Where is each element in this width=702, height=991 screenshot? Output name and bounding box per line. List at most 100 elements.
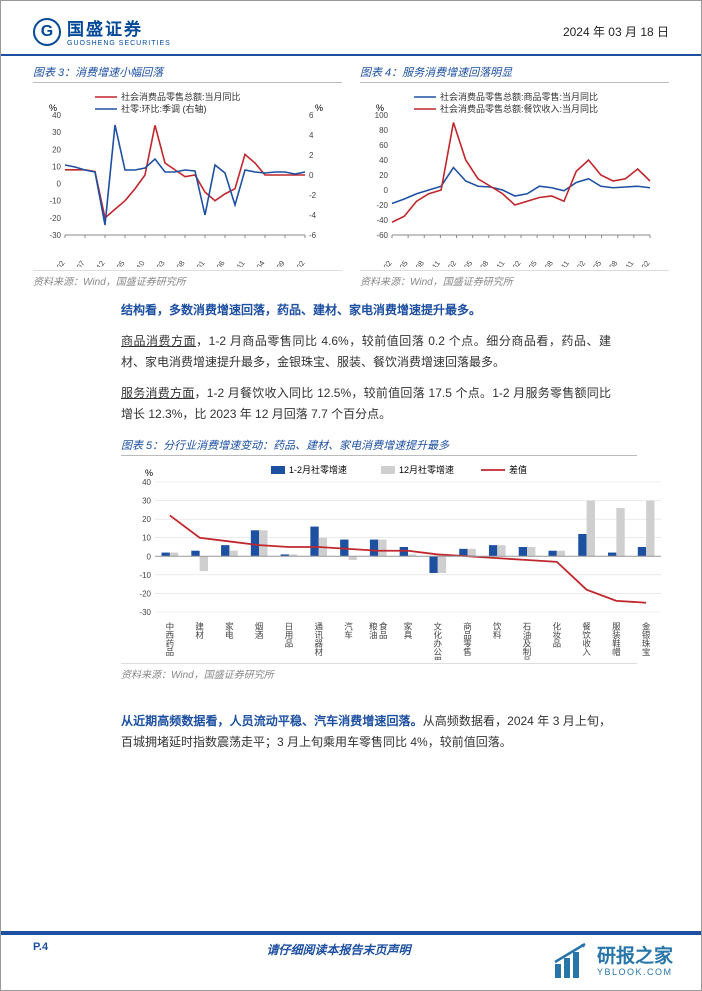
- chart-4-source: 资料来源：Wind，国盛证券研究所: [360, 270, 669, 290]
- chart-3-title: 图表 3：消费增速小幅回落: [33, 60, 342, 83]
- svg-text:社零:环比:季调 (右轴): 社零:环比:季调 (右轴): [121, 103, 207, 114]
- svg-text:100: 100: [375, 111, 389, 120]
- svg-text:80: 80: [379, 126, 388, 135]
- svg-text:中西药品: 中西药品: [165, 621, 175, 657]
- company-name-cn: 国盛证券: [67, 20, 143, 39]
- svg-text:22-06: 22-06: [208, 259, 226, 267]
- svg-text:-40: -40: [376, 216, 388, 225]
- svg-text:社会消费品零售总额:当月同比: 社会消费品零售总额:当月同比: [121, 91, 241, 102]
- svg-text:22-11: 22-11: [553, 259, 571, 267]
- svg-text:21-02: 21-02: [440, 259, 458, 267]
- svg-text:10: 10: [52, 162, 61, 171]
- svg-text:12月社零增速: 12月社零增速: [399, 464, 454, 475]
- svg-text:20-05: 20-05: [108, 259, 126, 267]
- svg-text:汽车: 汽车: [343, 621, 353, 640]
- svg-text:24-02: 24-02: [288, 259, 306, 267]
- p3-lead: 服务消费方面: [121, 386, 195, 400]
- watermark-cn: 研报之家: [597, 947, 673, 967]
- svg-text:差值: 差值: [509, 464, 527, 475]
- svg-text:30: 30: [52, 128, 61, 137]
- svg-text:20: 20: [142, 515, 151, 524]
- svg-text:40: 40: [379, 156, 388, 165]
- watermark: 研报之家 YBLOOK.COM: [551, 942, 673, 982]
- svg-text:23-08: 23-08: [601, 259, 619, 267]
- svg-text:20: 20: [379, 171, 388, 180]
- svg-text:文化办公用品: 文化办公用品: [433, 621, 443, 660]
- chart-3: 图表 3：消费增速小幅回落 社会消费品零售总额:当月同比社零:环比:季调 (右轴…: [33, 60, 342, 290]
- svg-text:-4: -4: [309, 211, 317, 220]
- chart-5-title: 图表 5：分行业消费增速变动：药品、建材、家电消费增速提升最多: [121, 433, 637, 456]
- svg-text:金银珠宝: 金银珠宝: [641, 621, 651, 656]
- svg-text:烟酒: 烟酒: [254, 622, 264, 640]
- svg-text:家电: 家电: [224, 621, 234, 639]
- svg-text:24-02: 24-02: [633, 259, 651, 267]
- svg-text:23-02: 23-02: [569, 259, 587, 267]
- svg-text:食品: 食品: [378, 621, 388, 640]
- svg-text:1-2月社零增速: 1-2月社零增速: [289, 464, 347, 475]
- svg-text:21-08: 21-08: [472, 259, 490, 267]
- svg-text:%: %: [315, 103, 323, 113]
- p3-body: ，1-2 月餐饮收入同比 12.5%，较前值回落 17.5 个点。1-2 月服务…: [121, 386, 611, 421]
- svg-text:0: 0: [147, 552, 152, 561]
- p2-lead: 商品消费方面: [121, 334, 196, 348]
- paragraph-1: 结构看，多数消费增速回落，药品、建材、家电消费增速提升最多。: [121, 300, 611, 321]
- svg-text:-10: -10: [139, 571, 151, 580]
- svg-text:-20: -20: [376, 201, 388, 210]
- svg-text:0: 0: [57, 180, 62, 189]
- p4-lead: 从近期高频数据看，人员流动平稳、汽车消费增速回落。: [121, 714, 423, 728]
- chart-5-source: 资料来源：Wind，国盛证券研究所: [121, 663, 637, 683]
- svg-text:餐饮收入: 餐饮收入: [582, 622, 592, 656]
- footer-disclaimer: 请仔细阅读本报告末页声明: [48, 941, 629, 958]
- svg-text:20-05: 20-05: [391, 259, 409, 267]
- svg-text:石油及制品: 石油及制品: [522, 622, 532, 660]
- svg-text:20-10: 20-10: [128, 259, 146, 267]
- chart-4-title: 图表 4：服务消费增速回落明显: [360, 60, 669, 83]
- svg-text:化妆品: 化妆品: [552, 621, 562, 648]
- svg-text:粮油: 粮油: [368, 621, 378, 640]
- svg-text:23-11: 23-11: [617, 259, 635, 267]
- svg-text:19-07: 19-07: [68, 259, 86, 267]
- svg-text:30: 30: [142, 497, 151, 506]
- svg-text:-20: -20: [49, 214, 61, 223]
- logo-icon: G: [33, 18, 61, 46]
- paragraph-3: 服务消费方面，1-2 月餐饮收入同比 12.5%，较前值回落 17.5 个点。1…: [121, 383, 611, 425]
- svg-text:21-11: 21-11: [488, 259, 506, 267]
- svg-text:23-04: 23-04: [248, 259, 266, 267]
- svg-text:饮料: 饮料: [492, 621, 502, 640]
- svg-text:社会消费品零售总额:餐饮收入:当月同比: 社会消费品零售总额:餐饮收入:当月同比: [440, 103, 598, 114]
- svg-text:4: 4: [309, 131, 314, 140]
- svg-text:商品零售: 商品零售: [463, 621, 473, 657]
- chart-3-source: 资料来源：Wind，国盛证券研究所: [33, 270, 342, 290]
- paragraph-4: 从近期高频数据看，人员流动平稳、汽车消费增速回落。从高频数据看，2024 年 3…: [121, 711, 611, 753]
- svg-text:-2: -2: [309, 191, 317, 200]
- svg-text:-6: -6: [309, 231, 317, 240]
- p1-lead: 结构看，多数消费增速回落，药品、建材、家电消费增速提升最多。: [121, 303, 481, 317]
- svg-text:通讯器材: 通讯器材: [314, 621, 324, 656]
- svg-text:10: 10: [142, 534, 151, 543]
- watermark-icon: [551, 942, 591, 982]
- svg-text:20-08: 20-08: [408, 259, 426, 267]
- svg-text:22-05: 22-05: [520, 259, 538, 267]
- svg-text:60: 60: [379, 141, 388, 150]
- watermark-en: YBLOOK.COM: [597, 967, 673, 977]
- svg-text:0: 0: [309, 171, 314, 180]
- svg-text:-30: -30: [49, 231, 61, 240]
- svg-text:6: 6: [309, 111, 314, 120]
- svg-text:0: 0: [384, 186, 389, 195]
- svg-text:19-02: 19-02: [48, 259, 66, 267]
- svg-text:-20: -20: [139, 589, 151, 598]
- chart-5: 1-2月社零增速12月社零增速差值%-30-20-10010203040中西药品…: [121, 460, 637, 663]
- svg-text:19-12: 19-12: [88, 259, 106, 267]
- svg-text:-10: -10: [49, 197, 61, 206]
- svg-text:-60: -60: [376, 231, 388, 240]
- svg-text:-30: -30: [139, 608, 151, 617]
- chart-3-svg: 社会消费品零售总额:当月同比社零:环比:季调 (右轴)%%-30-20-1001…: [33, 87, 333, 267]
- svg-text:40: 40: [142, 478, 151, 487]
- paragraph-2: 商品消费方面，1-2 月商品零售同比 4.6%，较前值回落 0.2 个点。细分商…: [121, 331, 611, 373]
- svg-text:23-05: 23-05: [585, 259, 603, 267]
- svg-text:23-09: 23-09: [268, 259, 286, 267]
- svg-text:22-11: 22-11: [229, 259, 247, 267]
- svg-text:建材: 建材: [195, 621, 205, 639]
- svg-text:家具: 家具: [403, 621, 413, 640]
- chart-4: 图表 4：服务消费增速回落明显 社会消费品零售总额:商品零售:当月同比社会消费品…: [360, 60, 669, 290]
